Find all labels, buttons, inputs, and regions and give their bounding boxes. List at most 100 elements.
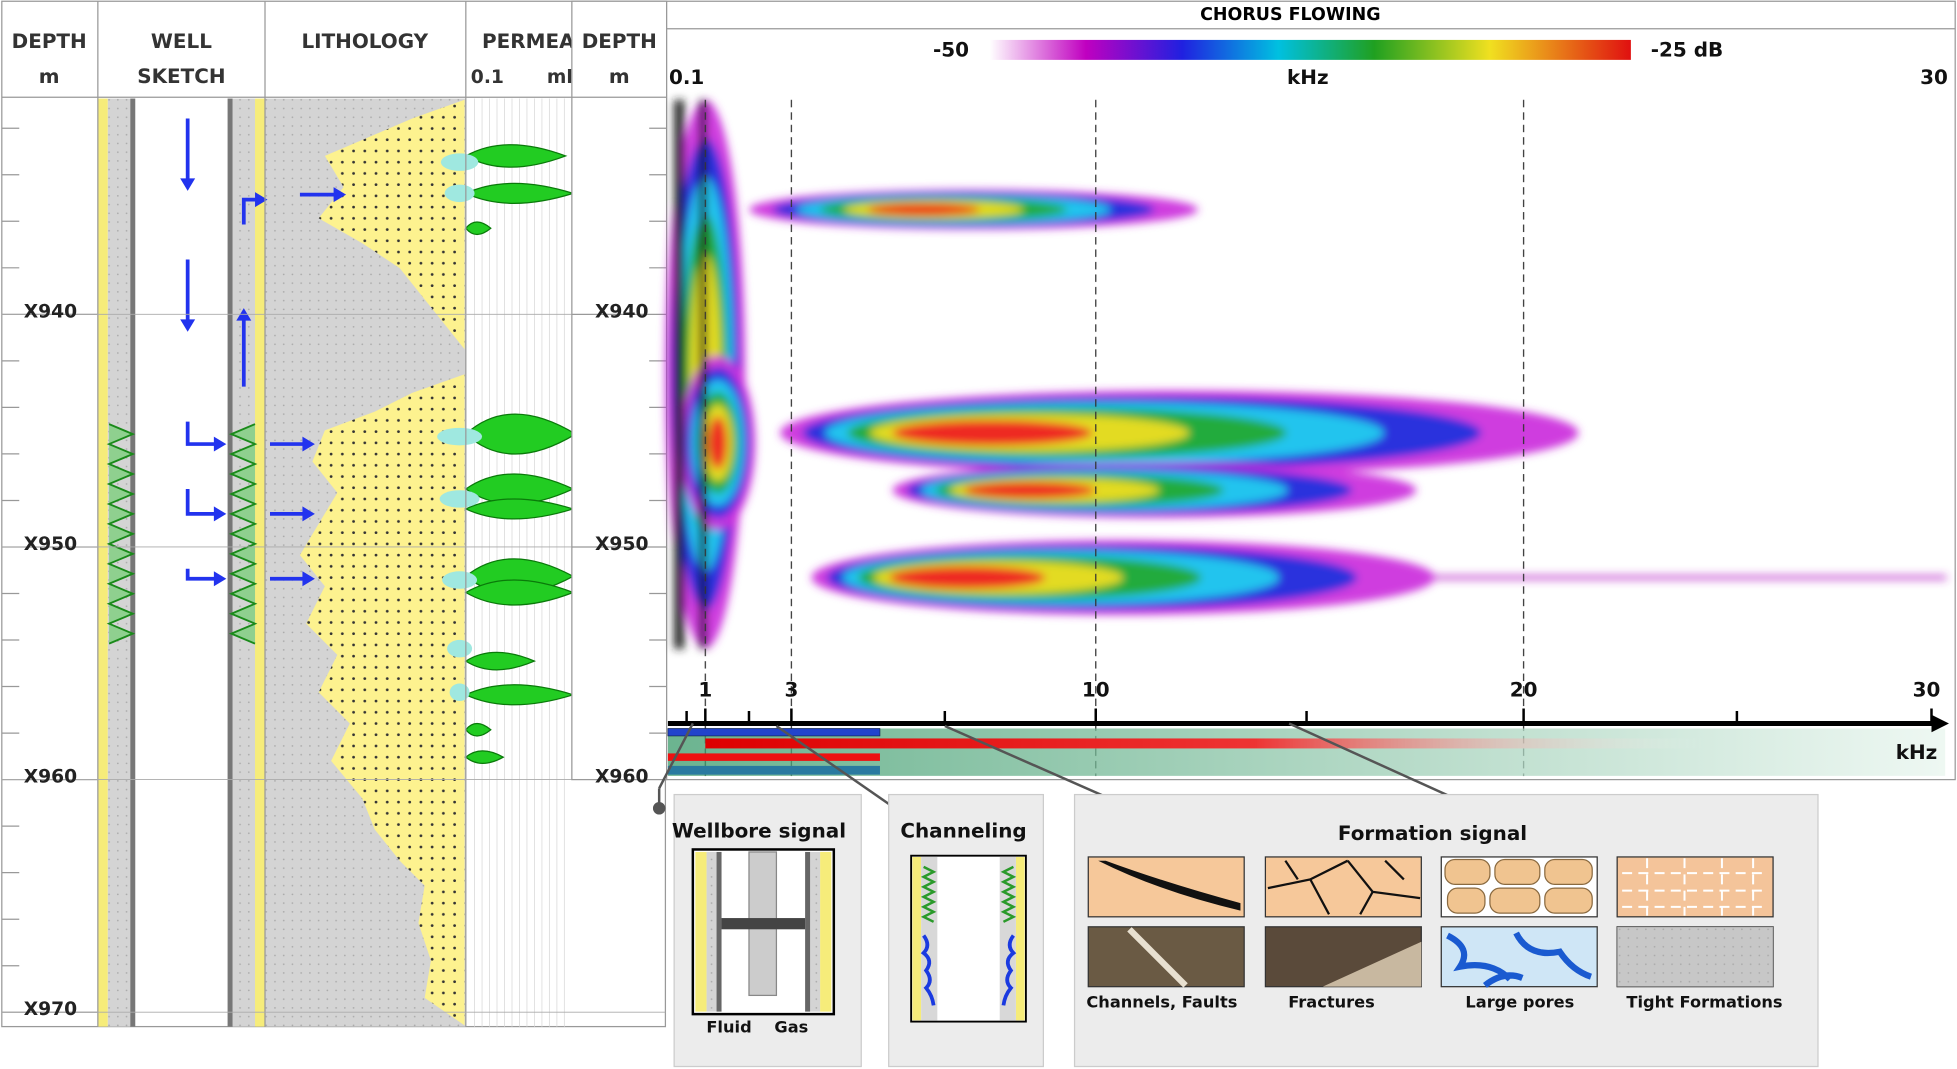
arrow-head <box>180 319 196 332</box>
scale-unit: ml <box>547 67 573 88</box>
arrow-head <box>213 436 227 452</box>
wellbore-band <box>667 765 880 775</box>
depth-label: X960 <box>595 767 648 788</box>
perm-lens <box>440 153 479 171</box>
icon-part <box>820 851 832 1012</box>
perm-lens <box>465 221 492 236</box>
channeling-icon <box>910 854 1027 1023</box>
casing <box>130 98 136 1027</box>
icon-part <box>810 851 821 1012</box>
casing <box>232 98 256 1027</box>
legend-label: Gas <box>774 1017 808 1036</box>
formation-band <box>667 728 1946 776</box>
thumb-art <box>1446 931 1593 988</box>
casing <box>227 98 233 1027</box>
spectrogram <box>665 99 1947 649</box>
spectral-energy <box>1435 575 1947 581</box>
thumb <box>1616 856 1774 918</box>
header-unit: m <box>609 64 630 88</box>
axis-label: kHz <box>1287 65 1329 89</box>
perm-lens <box>447 639 473 658</box>
thumb-art <box>1444 858 1593 914</box>
arrow-head <box>302 571 315 587</box>
perm-lens <box>464 144 568 168</box>
thumb <box>1087 926 1245 988</box>
connector-dot <box>652 802 666 815</box>
freq-tick-label: 10 <box>1082 678 1110 702</box>
depth-column <box>571 0 668 781</box>
scale-min: 0.1 <box>471 67 504 88</box>
channel <box>920 934 1017 1006</box>
freq-tick-label: 20 <box>1510 678 1538 702</box>
axis-unit: kHz <box>1896 740 1938 764</box>
spectral-energy <box>699 99 707 649</box>
perforations <box>228 423 258 645</box>
thumb-art <box>1617 926 1774 987</box>
casing <box>107 98 131 1027</box>
spectral-energy <box>892 420 1093 446</box>
spectral-energy <box>708 416 728 470</box>
depth-label: X970 <box>24 999 77 1020</box>
thumb-art <box>1267 859 1421 915</box>
thumb <box>1264 856 1422 918</box>
perm-lens <box>464 651 537 671</box>
colorbar-min: -50 <box>933 38 969 62</box>
arrow-head <box>255 192 268 208</box>
perforations <box>920 865 1017 923</box>
header-unit: m <box>39 64 60 88</box>
legend-title: Channeling <box>900 818 1026 842</box>
flow-arrow <box>185 488 216 516</box>
icon-part <box>706 851 717 1012</box>
connector <box>775 724 900 812</box>
depth-label: X950 <box>24 534 77 555</box>
header: DEPTH <box>12 29 87 53</box>
thumb-art <box>1622 858 1766 916</box>
legend-label: Large pores <box>1465 992 1574 1011</box>
legend-title: Wellbore signal <box>672 818 846 842</box>
perm-lens <box>464 750 505 765</box>
arrow-head <box>302 436 315 452</box>
arrow-head <box>180 178 196 191</box>
colorbar-max: -25 dB <box>1651 38 1723 62</box>
formation-thumbnails: Channels, Faults Fractures Large pores T… <box>1086 856 1783 1011</box>
spectral-energy <box>964 481 1096 499</box>
perforations <box>106 423 136 645</box>
permeability-track <box>437 98 577 1027</box>
casing <box>255 98 266 1027</box>
spectrum-title: CHORUS FLOWING <box>1200 5 1380 25</box>
icon-part <box>1015 856 1025 1021</box>
depth-ticks: X940 X950 X960 <box>571 96 667 788</box>
arrow-head <box>302 506 315 522</box>
thumb-art <box>1098 860 1241 911</box>
sand <box>299 99 465 1026</box>
frequency-grid <box>704 99 1525 776</box>
header: PERMEA <box>482 29 575 53</box>
colorbar <box>989 39 1631 60</box>
thumb-art <box>1322 941 1422 987</box>
axis-arrow <box>1931 714 1949 733</box>
perm-lens <box>444 184 475 203</box>
spectral-energy <box>867 203 980 216</box>
well-sketch <box>97 98 347 1027</box>
freq-tick-label: 30 <box>1913 678 1941 702</box>
icon-part <box>716 851 722 1012</box>
arrow-head <box>213 571 227 587</box>
connector <box>658 722 694 789</box>
depth-label: X940 <box>595 301 648 322</box>
lithology-track <box>265 98 466 1027</box>
arrow-head <box>213 506 227 522</box>
wellbore-icon: Fluid Gas <box>691 848 836 1036</box>
header: LITHOLOGY <box>301 29 428 53</box>
flow-arrow <box>185 568 216 581</box>
freq-ticks: 1 3 10 20 30 <box>685 678 1941 724</box>
casing <box>97 98 108 1027</box>
wellbore-band <box>667 753 880 761</box>
wellbore-band <box>667 728 881 737</box>
depth-label: X940 <box>24 301 77 322</box>
legend-title: Formation signal <box>1338 821 1527 845</box>
freq-tick-label: 1 <box>698 678 712 702</box>
thumb-art <box>1127 927 1188 988</box>
perm-lens <box>465 722 492 737</box>
